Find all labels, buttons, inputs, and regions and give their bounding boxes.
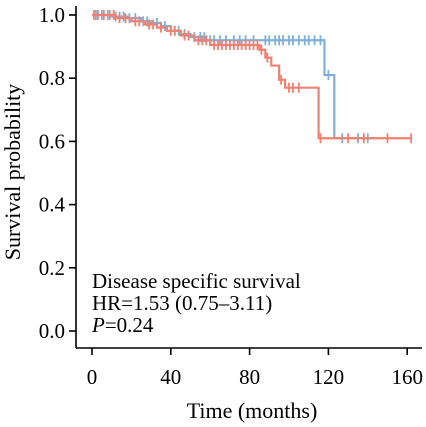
survival-curves (92, 10, 413, 144)
y-tick-label: 0.2 (39, 256, 65, 280)
x-axis-title: Time (months) (187, 398, 318, 423)
x-tick-label: 160 (391, 365, 423, 389)
y-tick-label: 0.0 (39, 319, 65, 343)
x-tick-label: 120 (313, 365, 345, 389)
survival-curve-2 (92, 13, 412, 140)
survival-curve-1 (92, 13, 378, 140)
x-tick-label: 0 (87, 365, 98, 389)
x-tick-label: 40 (160, 365, 181, 389)
y-axis-ticks: 0.0 0.2 0.4 0.6 0.8 1.0 (39, 3, 76, 343)
y-tick-label: 0.6 (39, 129, 65, 153)
y-tick-label: 0.8 (39, 66, 65, 90)
annotation-title: Disease specific survival (92, 269, 301, 293)
y-tick-label: 0.4 (39, 193, 66, 217)
annotation-p-value: P=0.24 (91, 313, 154, 337)
y-axis-title: Survival probability (0, 84, 25, 261)
y-tick-label: 1.0 (39, 3, 65, 27)
x-axis-ticks: 0 40 80 120 160 (87, 348, 423, 389)
p-value-number: =0.24 (105, 313, 154, 337)
x-tick-label: 80 (239, 365, 260, 389)
p-value-label: P (91, 313, 105, 337)
annotation-hazard-ratio: HR=1.53 (0.75–3.11) (92, 291, 272, 315)
